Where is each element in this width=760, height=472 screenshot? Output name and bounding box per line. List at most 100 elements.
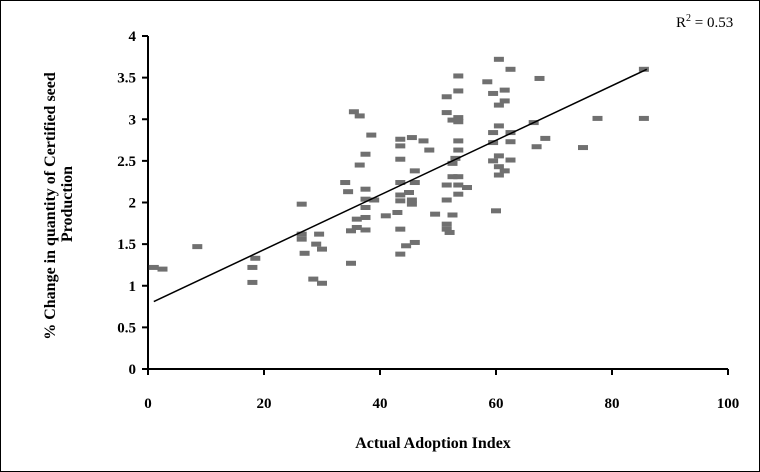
data-point <box>453 73 464 79</box>
data-point <box>493 102 504 108</box>
data-point <box>192 244 203 250</box>
data-point <box>296 231 307 237</box>
data-point <box>488 140 499 146</box>
y-tick-label: 0.5 <box>117 320 136 336</box>
data-point <box>157 266 168 272</box>
data-point <box>360 227 371 233</box>
data-point <box>401 243 412 249</box>
data-point <box>317 246 327 252</box>
data-point <box>247 264 258 270</box>
data-point <box>638 115 649 121</box>
data-point <box>444 229 455 235</box>
data-point <box>447 117 458 123</box>
x-axis-title: Actual Adoption Index <box>355 435 511 452</box>
data-point <box>360 204 371 210</box>
data-point <box>392 209 403 215</box>
data-point <box>148 264 159 270</box>
y-tick-label: 1.5 <box>117 237 136 253</box>
data-point <box>346 228 356 234</box>
data-point <box>348 109 359 115</box>
data-point <box>424 147 435 153</box>
data-point <box>360 151 371 157</box>
data-point <box>592 115 603 121</box>
data-point <box>638 66 649 72</box>
x-tick-label: 80 <box>605 396 620 412</box>
data-point <box>343 189 354 195</box>
data-point <box>406 197 417 203</box>
data-point <box>299 250 310 256</box>
data-point <box>491 208 501 214</box>
x-tick-label: 40 <box>373 396 388 412</box>
data-point <box>578 145 588 151</box>
y-axis-title-line-1: % Change in quantity of Certified seed <box>42 72 59 340</box>
data-point <box>409 239 420 245</box>
data-point <box>493 153 504 159</box>
data-point <box>453 115 464 121</box>
data-point <box>250 255 261 261</box>
data-point <box>296 236 307 242</box>
data-point <box>346 260 356 266</box>
data-point <box>247 279 258 285</box>
x-tick-label: 100 <box>717 396 740 412</box>
data-point <box>447 174 458 180</box>
data-point <box>453 174 464 180</box>
r2-value: = 0.53 <box>691 15 733 31</box>
r2-superscript: 2 <box>686 13 691 24</box>
x-tick-label: 0 <box>144 396 152 412</box>
data-point <box>441 110 452 116</box>
data-point <box>441 94 452 100</box>
data-point <box>505 130 516 136</box>
data-point <box>447 160 458 166</box>
data-point <box>540 135 551 141</box>
y-ticks: 0 0.5 1 1.5 2 2.5 3 3.5 4 <box>117 29 148 378</box>
data-point <box>450 155 461 161</box>
data-point <box>488 130 499 136</box>
data-point <box>395 198 406 204</box>
data-point <box>493 123 504 129</box>
data-point <box>406 201 417 207</box>
data-point <box>409 180 420 186</box>
data-point <box>395 180 406 186</box>
axes <box>147 36 728 370</box>
x-ticks: 0 20 40 60 80 100 <box>144 369 739 412</box>
data-point <box>354 113 365 119</box>
trendline <box>153 68 648 303</box>
data-point <box>395 226 406 232</box>
data-point <box>453 147 464 153</box>
x-tick-label: 60 <box>489 396 504 412</box>
data-point <box>493 164 504 170</box>
data-point <box>317 280 327 286</box>
data-point <box>534 75 545 81</box>
data-point <box>453 88 464 94</box>
data-point <box>441 182 452 188</box>
data-point <box>453 191 464 197</box>
data-point <box>499 87 510 93</box>
y-tick-label: 1 <box>129 279 137 295</box>
r2-prefix: R <box>676 15 686 31</box>
data-point <box>351 224 362 230</box>
data-point <box>406 135 417 141</box>
data-point <box>499 168 510 174</box>
data-point <box>462 185 472 191</box>
data-point <box>482 79 493 85</box>
data-point <box>340 180 351 186</box>
data-point <box>308 276 319 282</box>
y-axis-title: % Change in quantity of Certified seed P… <box>42 68 76 340</box>
y-tick-label: 0 <box>129 362 137 378</box>
r-squared-annotation: R2 = 0.53 <box>676 13 733 31</box>
data-point <box>453 182 464 188</box>
data-point <box>366 132 377 138</box>
data-point <box>488 90 499 96</box>
data-point <box>404 190 414 196</box>
data-point <box>418 138 429 144</box>
data-point <box>430 211 441 217</box>
data-point <box>488 158 499 164</box>
data-point <box>441 197 452 203</box>
data-point <box>505 157 516 163</box>
data-point <box>505 139 516 145</box>
data-point <box>369 197 380 203</box>
y-axis-title-line-2: Production <box>59 166 76 242</box>
data-point <box>453 119 464 125</box>
